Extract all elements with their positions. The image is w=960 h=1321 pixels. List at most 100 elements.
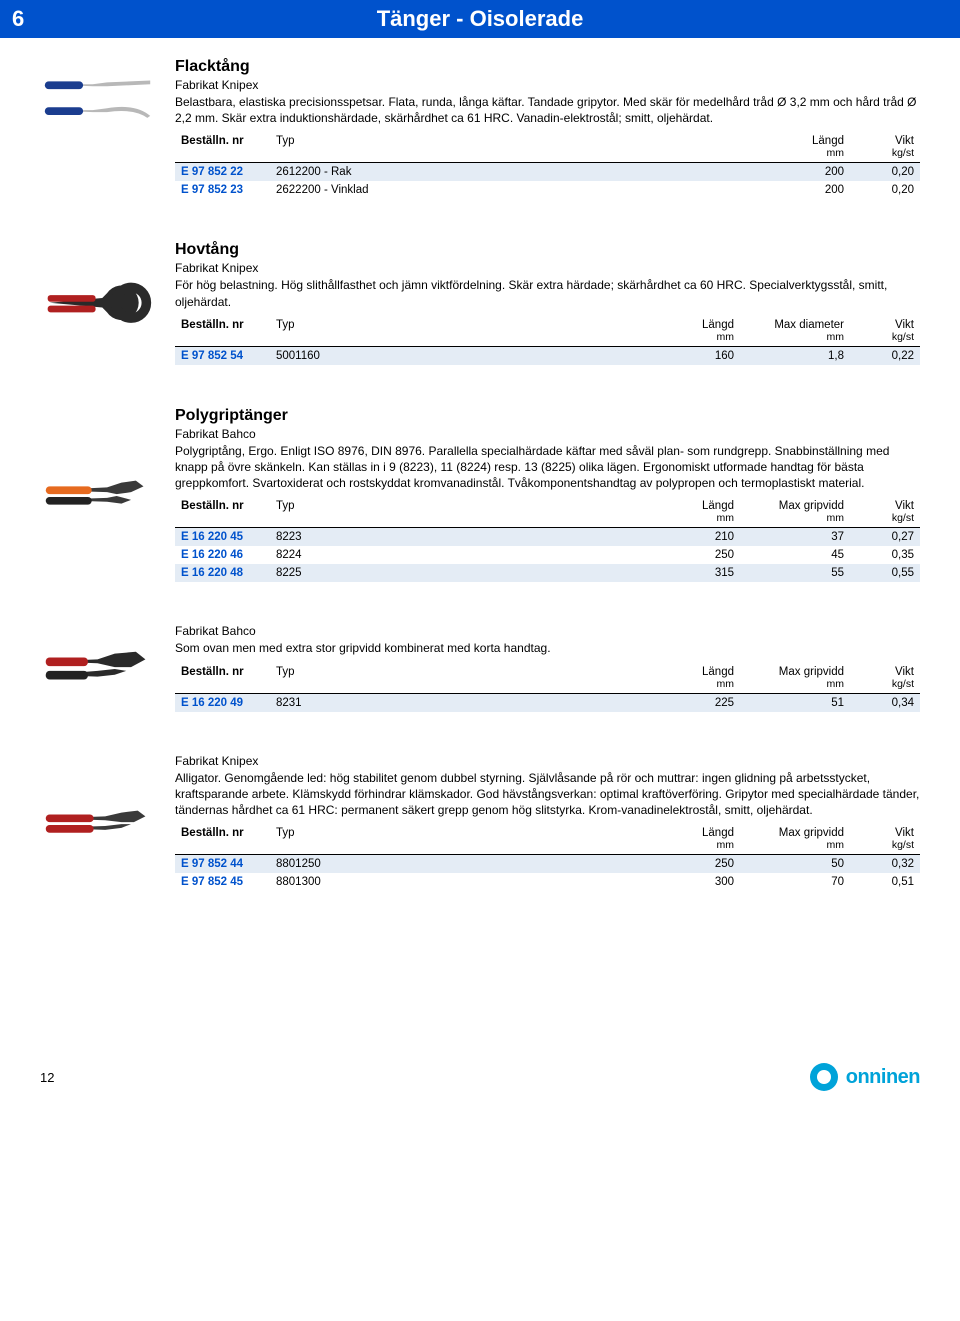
table-cell: 37 — [740, 528, 850, 547]
logo-text: onninen — [846, 1066, 920, 1089]
table-cell: 315 — [590, 564, 740, 582]
col-header: Typ — [270, 824, 590, 855]
product-description: För hög belastning. Hög slithållfasthet … — [175, 277, 920, 309]
product-image — [40, 624, 155, 711]
table-cell: 8231 — [270, 693, 590, 712]
table-cell: E 16 220 46 — [175, 546, 270, 564]
col-header: Typ — [270, 316, 590, 347]
page-number-bottom: 12 — [40, 1070, 54, 1085]
table-cell: 8224 — [270, 546, 590, 564]
table-cell: 8223 — [270, 528, 590, 547]
product-image — [40, 58, 155, 199]
table-cell: E 16 220 48 — [175, 564, 270, 582]
col-header: Längdmm — [590, 663, 740, 694]
table-cell: 250 — [590, 546, 740, 564]
table-cell: 0,32 — [850, 855, 920, 874]
col-header: Typ — [270, 497, 590, 528]
table-cell: E 97 852 44 — [175, 855, 270, 874]
table-cell: 50 — [740, 855, 850, 874]
col-header: Typ — [270, 663, 590, 694]
table-row: E 16 220 498231225510,34 — [175, 693, 920, 712]
product-subtitle: Fabrikat Knipex — [175, 78, 920, 92]
table-row: E 16 220 488225315550,55 — [175, 564, 920, 582]
table-cell: 0,27 — [850, 528, 920, 547]
product-title: Polygriptänger — [175, 407, 920, 425]
table-cell: 0,20 — [850, 181, 920, 199]
col-header: Max gripviddmm — [740, 663, 850, 694]
table-cell: 0,51 — [850, 873, 920, 891]
table-cell: 8225 — [270, 564, 590, 582]
product-title: Flacktång — [175, 58, 920, 76]
table-cell: 160 — [590, 346, 740, 365]
product-table: Beställn. nrTypLängdmmViktkg/stE 97 852 … — [175, 132, 920, 199]
product-table: Beställn. nrTypLängdmmMax diametermmVikt… — [175, 316, 920, 365]
table-cell: 2612200 - Rak — [270, 163, 700, 182]
col-header: Viktkg/st — [850, 663, 920, 694]
product-text: Hovtång Fabrikat Knipex För hög belastning… — [175, 241, 920, 364]
table-cell: E 16 220 49 — [175, 693, 270, 712]
table-cell: E 97 852 22 — [175, 163, 270, 182]
product-title: Hovtång — [175, 241, 920, 259]
page-footer: 12 onninen — [0, 1053, 960, 1111]
product-table: Beställn. nrTypLängdmmMax gripviddmmVikt… — [175, 663, 920, 712]
col-header: Max gripviddmm — [740, 497, 850, 528]
table-cell: 55 — [740, 564, 850, 582]
product-text: Fabrikat Bahco Som ovan men med extra sto… — [175, 624, 920, 711]
product-subtitle: Fabrikat Knipex — [175, 261, 920, 275]
table-cell: E 97 852 54 — [175, 346, 270, 365]
product-text: Flacktång Fabrikat Knipex Belastbara, elas… — [175, 58, 920, 199]
table-cell: 250 — [590, 855, 740, 874]
table-cell: 45 — [740, 546, 850, 564]
product-text: Polygriptänger Fabrikat Bahco Polygriptång… — [175, 407, 920, 583]
product-subtitle: Fabrikat Bahco — [175, 427, 920, 441]
table-cell: 1,8 — [740, 346, 850, 365]
table-cell: 8801300 — [270, 873, 590, 891]
table-cell: E 97 852 23 — [175, 181, 270, 199]
header-title: Tänger - Oisolerade — [52, 6, 908, 32]
table-row: E 97 852 5450011601601,80,22 — [175, 346, 920, 365]
product-description: Polygriptång, Ergo. Enligt ISO 8976, DIN… — [175, 443, 920, 492]
col-header: Längdmm — [590, 497, 740, 528]
product-table: Beställn. nrTypLängdmmMax gripviddmmVikt… — [175, 497, 920, 582]
product-description: Belastbara, elastiska precisionsspetsar.… — [175, 94, 920, 126]
table-cell: 225 — [590, 693, 740, 712]
table-cell: E 97 852 45 — [175, 873, 270, 891]
table-cell: 300 — [590, 873, 740, 891]
product-section: Fabrikat Bahco Som ovan men med extra sto… — [40, 624, 920, 711]
product-section: Polygriptänger Fabrikat Bahco Polygriptång… — [40, 407, 920, 583]
table-row: E 97 852 458801300300700,51 — [175, 873, 920, 891]
table-cell: 200 — [700, 163, 850, 182]
table-cell: 200 — [700, 181, 850, 199]
col-header: Beställn. nr — [175, 132, 270, 163]
col-header: Viktkg/st — [850, 824, 920, 855]
col-header: Viktkg/st — [850, 316, 920, 347]
product-image — [40, 407, 155, 583]
product-image — [40, 754, 155, 892]
table-row: E 16 220 468224250450,35 — [175, 546, 920, 564]
product-section: Fabrikat KnipexAlligator. Genomgående le… — [40, 754, 920, 892]
product-description: Alligator. Genomgående led: hög stabilit… — [175, 770, 920, 819]
product-subtitle: Fabrikat Bahco — [175, 624, 920, 638]
col-header: Max gripviddmm — [740, 824, 850, 855]
table-cell: 0,22 — [850, 346, 920, 365]
table-cell: 0,35 — [850, 546, 920, 564]
table-cell: 0,55 — [850, 564, 920, 582]
table-cell: 70 — [740, 873, 850, 891]
product-section: Hovtång Fabrikat Knipex För hög belastning… — [40, 241, 920, 364]
product-section: Flacktång Fabrikat Knipex Belastbara, elas… — [40, 58, 920, 199]
table-cell: 51 — [740, 693, 850, 712]
col-header: Max diametermm — [740, 316, 850, 347]
table-cell: 2622200 - Vinklad — [270, 181, 700, 199]
col-header: Typ — [270, 132, 700, 163]
col-header: Beställn. nr — [175, 663, 270, 694]
product-description: Som ovan men med extra stor gripvidd kom… — [175, 640, 920, 656]
product-text: Fabrikat KnipexAlligator. Genomgående le… — [175, 754, 920, 892]
table-cell: 0,20 — [850, 163, 920, 182]
brand-logo: onninen — [810, 1063, 920, 1091]
col-header: Beställn. nr — [175, 824, 270, 855]
table-cell: 0,34 — [850, 693, 920, 712]
table-row: E 16 220 458223210370,27 — [175, 528, 920, 547]
table-cell: 5001160 — [270, 346, 590, 365]
col-header: Viktkg/st — [850, 497, 920, 528]
col-header: Längdmm — [700, 132, 850, 163]
